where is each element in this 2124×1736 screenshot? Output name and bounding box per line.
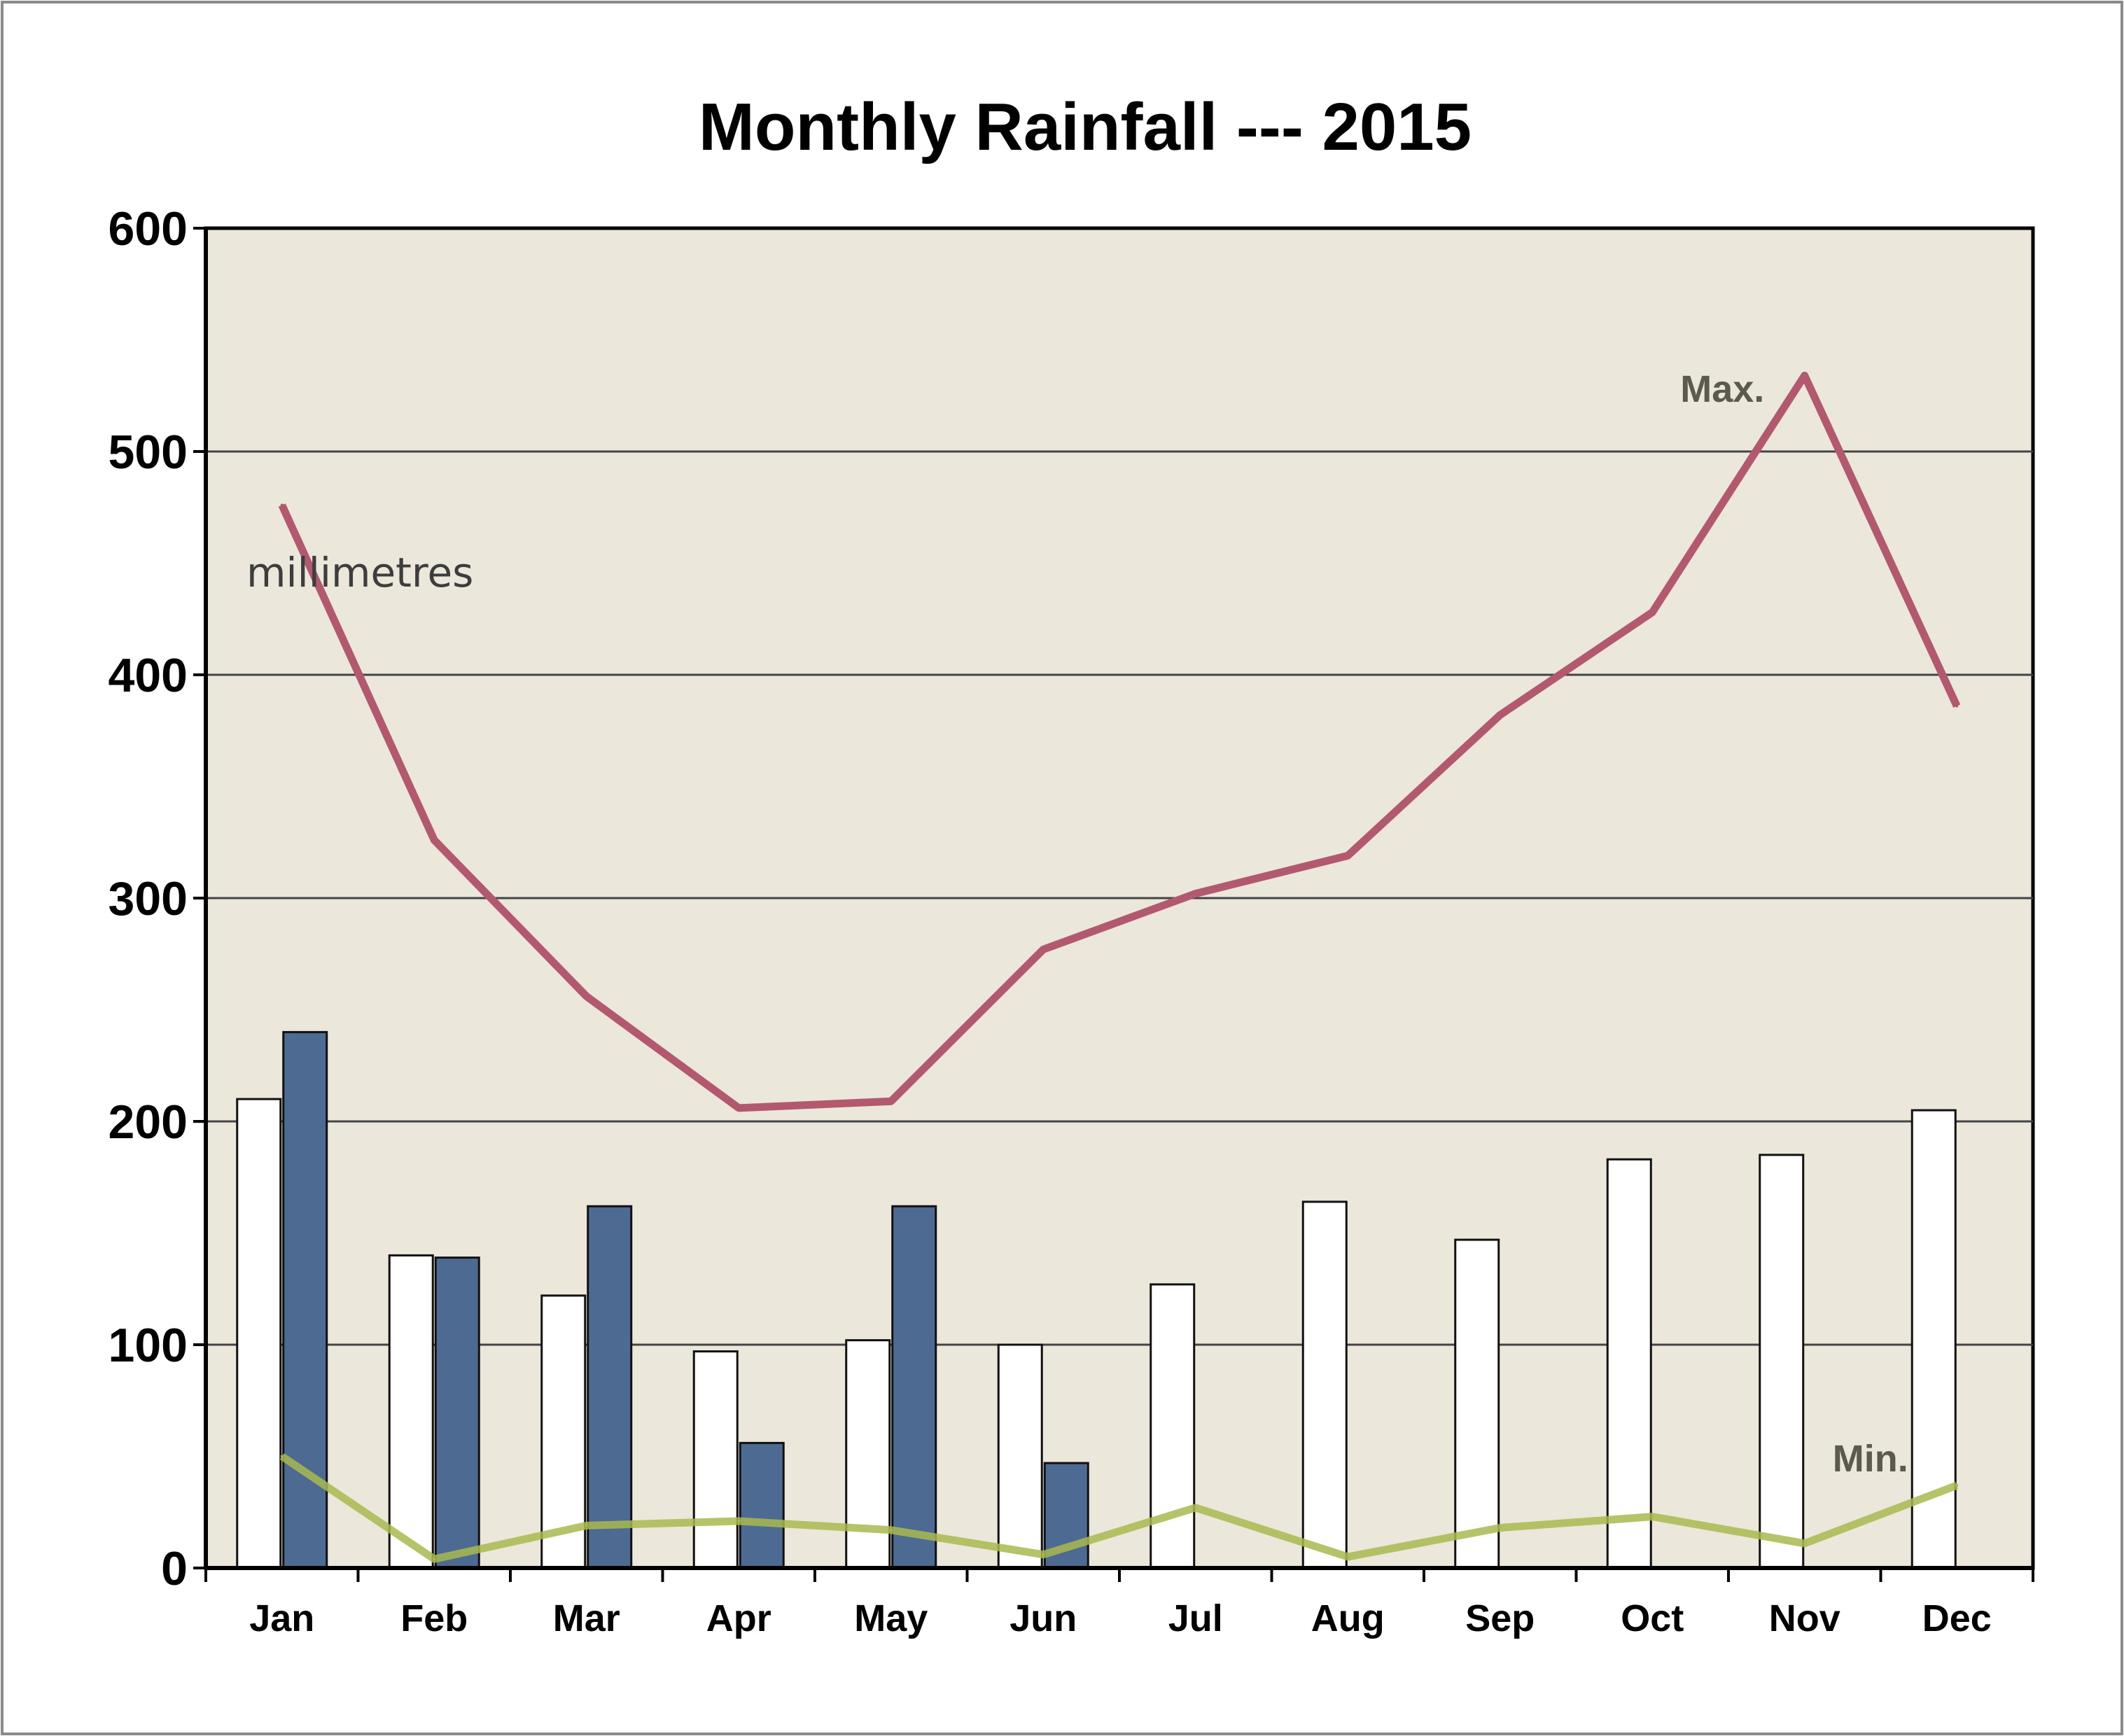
series-line xyxy=(278,372,1961,1112)
y-tick-label: 300 xyxy=(109,872,188,925)
bar xyxy=(1759,1154,1805,1569)
x-tick-label: Dec xyxy=(1922,1597,1992,1639)
y-tick-label: 400 xyxy=(109,649,188,702)
series-line xyxy=(279,1452,1959,1563)
series-point xyxy=(737,1106,741,1110)
series-point xyxy=(280,1455,284,1458)
bar xyxy=(388,1254,434,1569)
y-axis-ticks: 0 100 200 300 400 500 600 xyxy=(109,202,206,1595)
x-tick-label: Jun xyxy=(1009,1597,1077,1639)
series-point xyxy=(1194,892,1197,895)
bar xyxy=(845,1339,891,1569)
x-tick-label: Mar xyxy=(553,1597,620,1639)
series-point xyxy=(1955,1483,1959,1487)
bar xyxy=(540,1294,587,1569)
y-tick-label: 600 xyxy=(109,202,188,255)
series-point xyxy=(585,1524,588,1527)
x-tick-label: May xyxy=(854,1597,928,1639)
bar xyxy=(891,1205,937,1569)
series-point xyxy=(1042,1553,1045,1556)
bar xyxy=(997,1343,1043,1569)
series-point xyxy=(1651,1515,1654,1518)
x-tick-label: Aug xyxy=(1311,1597,1385,1639)
series-point xyxy=(585,995,588,998)
series-point xyxy=(1955,704,1959,708)
bar xyxy=(587,1205,633,1569)
series-point xyxy=(1803,1541,1806,1545)
series-point xyxy=(433,839,436,842)
bar xyxy=(236,1098,282,1569)
bar xyxy=(1150,1283,1196,1569)
series-point xyxy=(1346,1555,1350,1559)
bars xyxy=(236,1030,1957,1569)
x-tick-label: Jan xyxy=(249,1597,314,1639)
series-lines xyxy=(278,372,1961,1563)
y-tick-label: 0 xyxy=(161,1542,188,1595)
y-tick-label: 200 xyxy=(109,1096,188,1149)
x-axis-ticks: Jan Feb Mar Apr May Jun Jul Aug Sep Oct Nov Dec xyxy=(204,1568,2034,1639)
bar xyxy=(1454,1238,1500,1569)
series-point xyxy=(889,1528,893,1532)
series-point xyxy=(1042,948,1045,951)
x-tick-label: Sep xyxy=(1465,1597,1535,1639)
x-tick-label: Oct xyxy=(1621,1597,1684,1639)
chart-title: Monthly Rainfall --- 2015 xyxy=(699,90,1472,164)
bar xyxy=(692,1350,739,1569)
y-tick-label: 100 xyxy=(109,1319,188,1372)
x-tick-label: Apr xyxy=(706,1597,771,1639)
series-point xyxy=(433,1558,436,1561)
y-tick-label: 500 xyxy=(109,426,188,479)
series-point xyxy=(737,1520,741,1523)
series-point xyxy=(1498,1526,1502,1530)
series-label-min: Min. xyxy=(1833,1438,1908,1480)
x-tick-label: Jul xyxy=(1168,1597,1223,1639)
series-point xyxy=(1346,854,1350,858)
bar xyxy=(1301,1200,1348,1569)
bar xyxy=(739,1441,785,1569)
series-point xyxy=(889,1100,893,1103)
series-point xyxy=(1194,1506,1197,1509)
x-tick-label: Nov xyxy=(1769,1597,1840,1639)
series-point xyxy=(280,503,284,507)
series-labels: Max. Min. xyxy=(1680,368,1908,1480)
series-point xyxy=(1803,374,1806,377)
x-tick-label: Feb xyxy=(400,1597,468,1639)
series-point xyxy=(1651,610,1654,614)
series-label-max: Max. xyxy=(1680,368,1764,410)
bar xyxy=(434,1256,480,1569)
gridlines xyxy=(206,450,2033,1346)
series-point xyxy=(1498,713,1502,717)
bar xyxy=(282,1030,328,1569)
unit-label: millimetres xyxy=(246,549,473,596)
bar xyxy=(1606,1158,1652,1569)
